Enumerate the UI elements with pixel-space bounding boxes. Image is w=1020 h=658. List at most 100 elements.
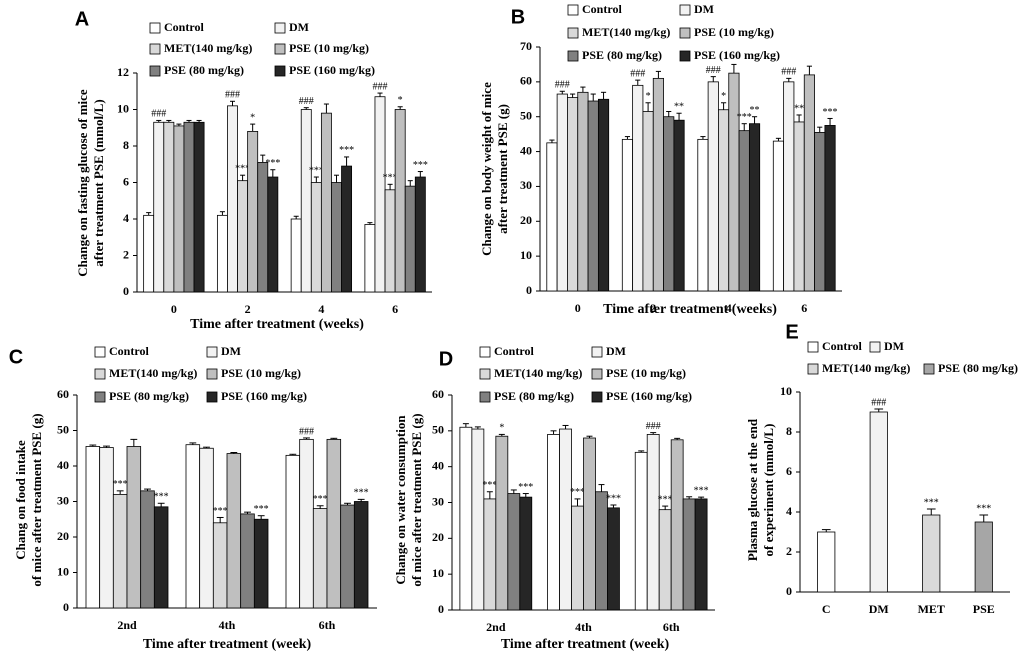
significance-label: *** — [658, 494, 673, 505]
legend-label: PSE (160 mg/kg) — [289, 63, 375, 77]
legend-swatch — [591, 391, 603, 403]
bar — [199, 447, 214, 609]
significance-label: *** — [235, 163, 250, 174]
x-tick-label: 4 — [726, 301, 732, 315]
y-tick-label: 40 — [57, 458, 69, 472]
x-tick-label: C — [822, 602, 831, 616]
y-tick-label: 40 — [432, 458, 444, 472]
y-tick-label: 30 — [432, 494, 444, 508]
legend-label: PSE (160 mg/kg) — [221, 389, 307, 403]
significance-label: * — [721, 91, 726, 102]
x-axis-label: Time after treatment (weeks) — [603, 302, 777, 317]
bar — [85, 446, 101, 609]
bar — [707, 81, 719, 292]
y-tick-label: 0 — [438, 602, 444, 616]
bar — [483, 498, 497, 611]
bar — [374, 96, 386, 293]
significance-label: *** — [213, 506, 228, 517]
x-axis-label: Time after treatment (week) — [501, 637, 670, 652]
x-tick-label: 4 — [318, 302, 324, 316]
bar — [571, 505, 584, 611]
bar — [341, 165, 353, 293]
x-tick-label: 6 — [801, 301, 807, 315]
significance-label: *** — [924, 497, 939, 508]
x-axis-label: Time after treatment (week) — [143, 637, 312, 652]
significance-label: *** — [482, 480, 497, 491]
significance-label: *** — [113, 479, 128, 490]
legend-label: Control — [822, 339, 862, 353]
bar — [394, 109, 406, 293]
significance-label: *** — [737, 112, 752, 123]
bar — [253, 518, 269, 609]
significance-label: *** — [606, 493, 621, 504]
bar — [670, 439, 684, 611]
x-tick-label: 6 — [392, 302, 398, 316]
legend-label: PSE (80 mg/kg) — [164, 63, 244, 77]
bar — [312, 508, 328, 609]
bar — [143, 214, 155, 293]
significance-label: * — [646, 91, 651, 102]
bar — [237, 180, 249, 293]
legend-label: DM — [289, 20, 309, 34]
y-tick-label: 8 — [786, 424, 792, 438]
bar — [340, 504, 355, 609]
bar — [459, 426, 473, 611]
y-axis-label: Change on fasting glucose of mice — [75, 89, 90, 277]
legend-swatch — [869, 341, 881, 353]
y-axis-label: after treatment PSE (g) — [495, 104, 510, 234]
bar — [803, 74, 815, 292]
y-tick-label: 50 — [432, 423, 444, 437]
x-tick-label: 2 — [245, 302, 251, 316]
legend-label: PSE (10 mg/kg) — [606, 366, 686, 380]
y-axis-label: of mice after treatment PSE (g) — [29, 413, 44, 586]
x-tick-label: 2nd — [486, 620, 506, 634]
bar — [663, 116, 675, 292]
bar — [738, 130, 750, 292]
bar — [126, 446, 142, 609]
bar — [507, 493, 521, 611]
legend-swatch — [567, 50, 579, 62]
y-tick-label: 4 — [786, 504, 792, 518]
significance-label: ### — [871, 397, 886, 408]
y-tick-label: 2 — [123, 247, 129, 261]
x-axis-label: Time after treatment (weeks) — [190, 317, 364, 332]
bar — [748, 123, 761, 292]
y-axis-label: of mice after treatment PSE (g) — [409, 413, 424, 586]
bar — [320, 112, 332, 293]
legend-label: Control — [494, 344, 534, 358]
y-tick-label: 30 — [520, 178, 532, 192]
bar — [607, 507, 620, 611]
bar — [728, 72, 740, 292]
bar — [185, 444, 201, 609]
y-tick-label: 50 — [57, 422, 69, 436]
y-tick-label: 10 — [520, 248, 532, 262]
legend-swatch — [94, 391, 106, 403]
legend-label: MET(140 mg/kg) — [164, 41, 252, 55]
legend-label: DM — [884, 339, 904, 353]
legend-swatch — [149, 22, 161, 34]
significance-label: *** — [309, 165, 324, 176]
y-tick-label: 4 — [123, 211, 129, 225]
y-tick-label: 10 — [780, 384, 792, 398]
x-tick-label: 4th — [575, 620, 592, 634]
x-tick-label: DM — [869, 602, 889, 616]
significance-label: ### — [555, 80, 570, 91]
legend-label: PSE (160 mg/kg) — [606, 389, 692, 403]
significance-label: *** — [413, 160, 428, 171]
bar — [587, 100, 599, 292]
bar — [290, 218, 302, 293]
bar — [240, 513, 255, 609]
panel-label: D — [439, 348, 453, 370]
y-tick-label: 20 — [432, 530, 444, 544]
significance-label: ** — [750, 105, 760, 116]
legend-label: DM — [606, 344, 626, 358]
y-axis-label: Chang on food intake — [13, 440, 28, 560]
bar — [404, 185, 416, 293]
x-tick-label: 6th — [663, 620, 680, 634]
bar — [682, 498, 696, 611]
bar — [577, 91, 589, 292]
bar — [140, 490, 155, 609]
bar — [824, 125, 836, 292]
significance-label: *** — [976, 503, 991, 514]
y-axis-label: after treatment PSE (mmol/L) — [91, 99, 106, 266]
